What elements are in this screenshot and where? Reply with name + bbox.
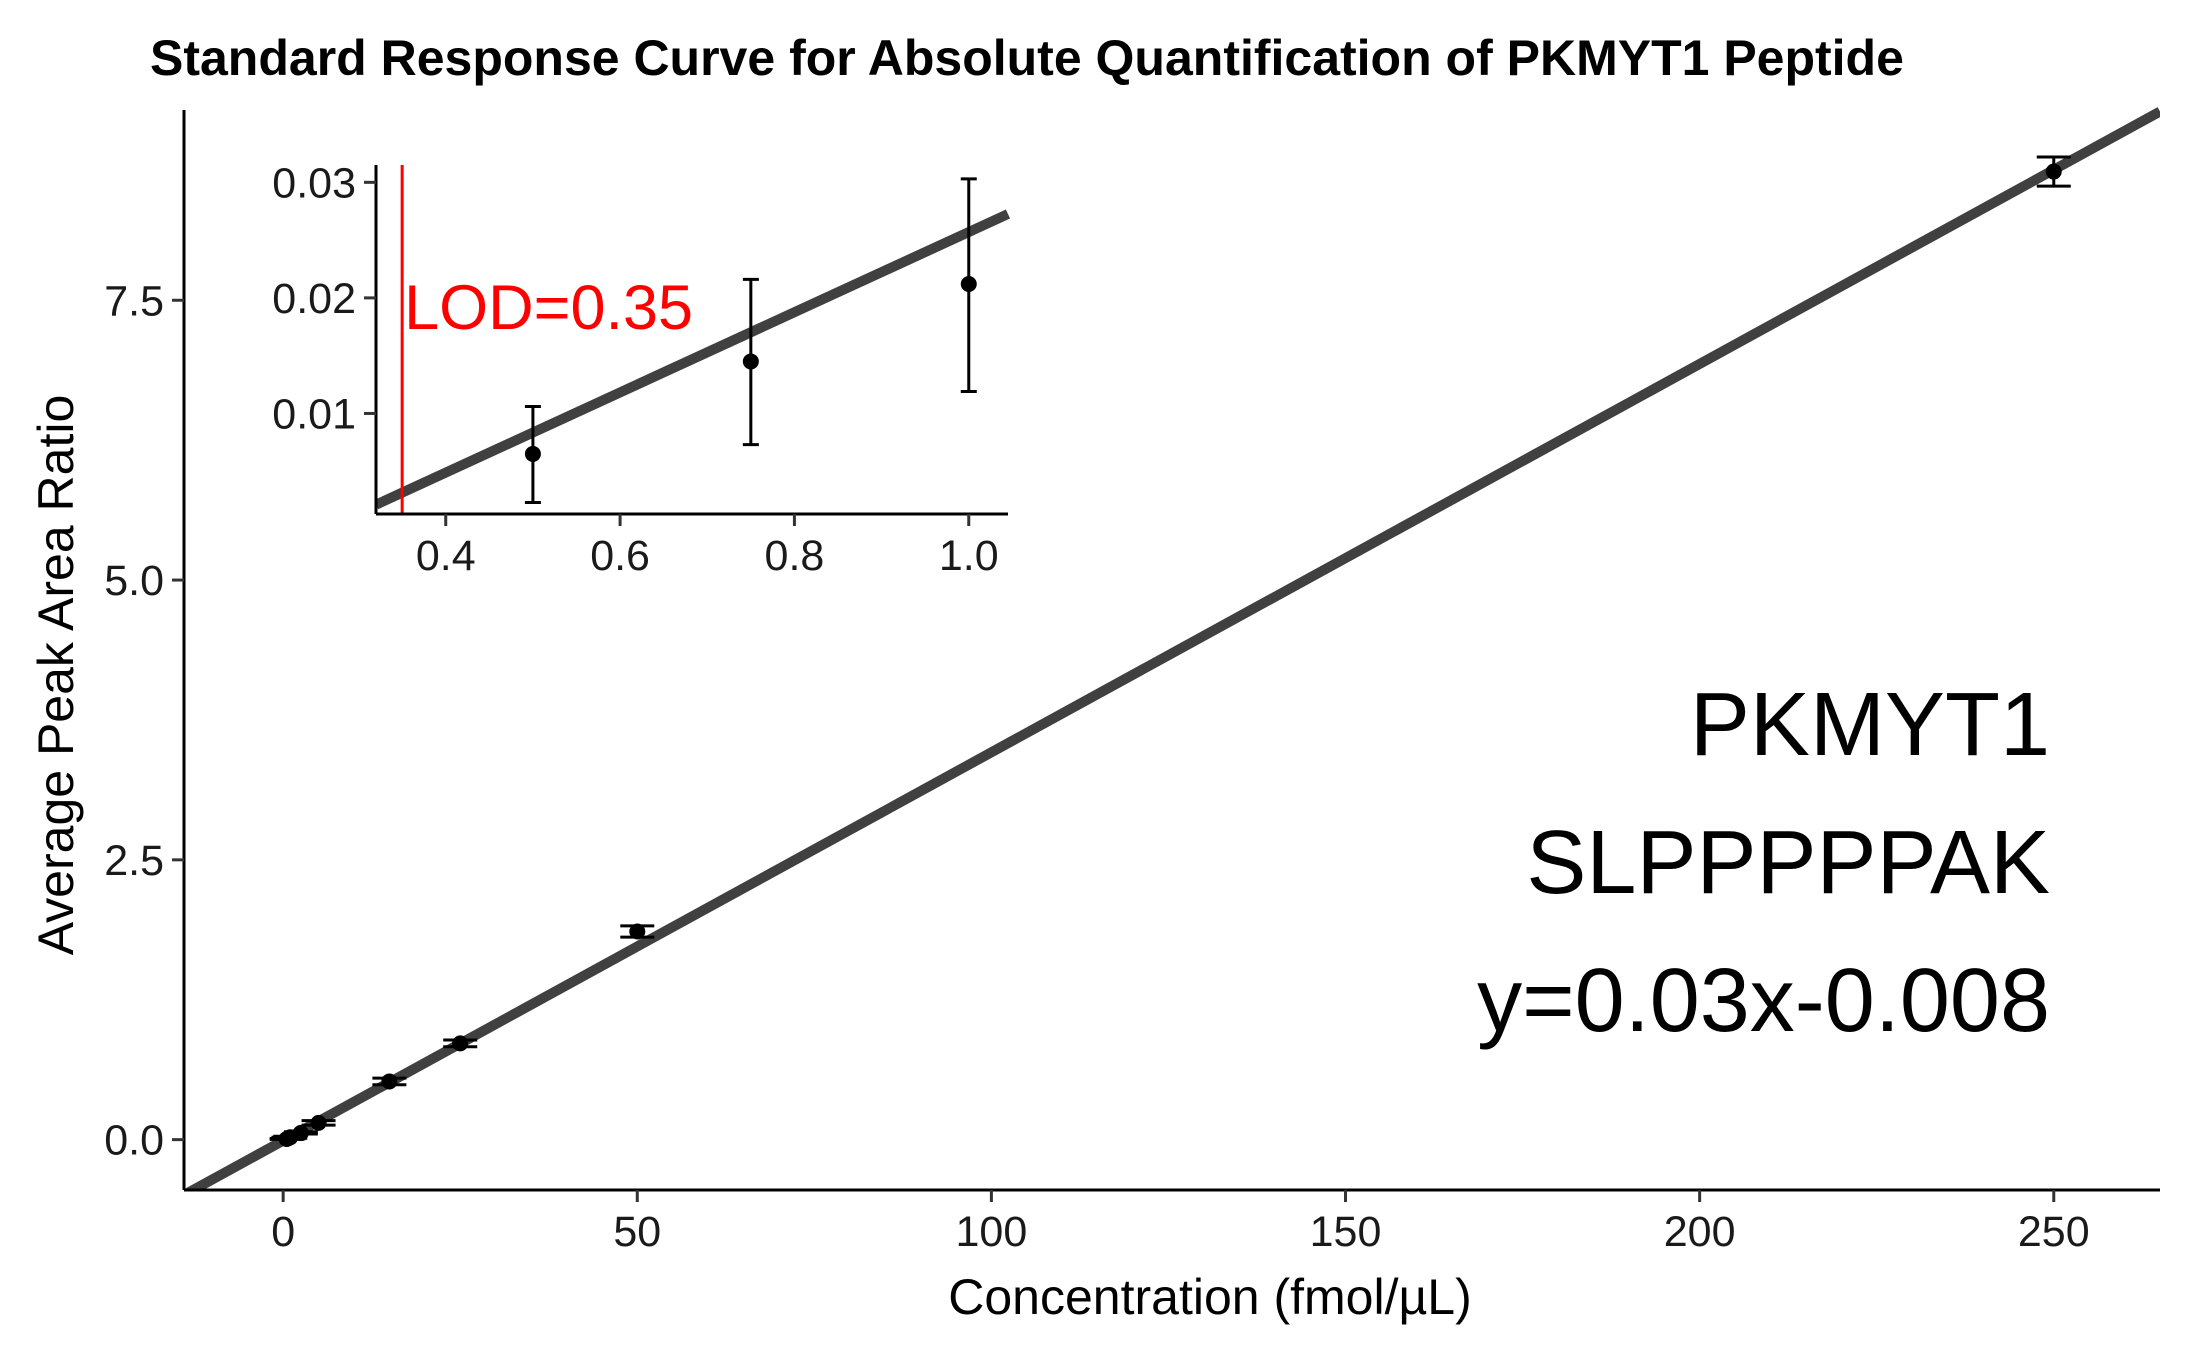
x-tick-label: 0 [271, 1208, 295, 1256]
inset-data-point [960, 276, 977, 293]
inset-y-tick-label: 0.02 [272, 275, 356, 323]
inset-plot: LOD=0.35 0.4 0.6 0.8 1.0 0.01 0.02 0.03 [272, 159, 1011, 580]
x-tick-label: 200 [1664, 1208, 1736, 1256]
annotation-peptide: SLPPPPPAK [1526, 813, 2050, 913]
y-tick-label: 7.5 [104, 277, 164, 325]
lod-label: LOD=0.35 [404, 273, 693, 343]
chart-title: Standard Response Curve for Absolute Qua… [150, 30, 1904, 86]
inset-data-point [742, 353, 759, 370]
x-tick-label: 150 [1310, 1208, 1382, 1256]
fit-line [184, 107, 2160, 1190]
data-point [310, 1114, 327, 1131]
y-tick-label: 0.0 [104, 1117, 164, 1165]
inset-fit-line [376, 209, 1011, 510]
x-tick-label: 100 [956, 1208, 1028, 1256]
annotation-protein: PKMYT1 [1690, 675, 2050, 775]
x-axis-label: Concentration (fmol/µL) [948, 1269, 1471, 1325]
inset-y-tick-label: 0.01 [272, 390, 356, 438]
inset-y-tick-label: 0.03 [272, 159, 356, 207]
inset-data-point [524, 445, 541, 462]
data-point [629, 923, 646, 940]
main-plot: 0 50 100 150 200 250 0.0 2.5 5.0 7.5 [104, 107, 2160, 1256]
annotation-equation: y=0.03x-0.008 [1477, 951, 2050, 1051]
x-tick-label: 50 [613, 1208, 661, 1256]
data-point [452, 1035, 469, 1052]
inset-x-tick-label: 1.0 [939, 532, 999, 580]
inset-x-tick-label: 0.8 [765, 532, 825, 580]
y-tick-label: 5.0 [104, 557, 164, 605]
x-tick-label: 250 [2018, 1208, 2090, 1256]
inset-x-tick-label: 0.4 [416, 532, 476, 580]
data-point [2045, 163, 2062, 180]
inset-x-tick-label: 0.6 [590, 532, 650, 580]
data-point [292, 1124, 309, 1141]
y-axis-label: Average Peak Area Ratio [28, 395, 84, 956]
data-point [381, 1073, 398, 1090]
y-tick-label: 2.5 [104, 837, 164, 885]
